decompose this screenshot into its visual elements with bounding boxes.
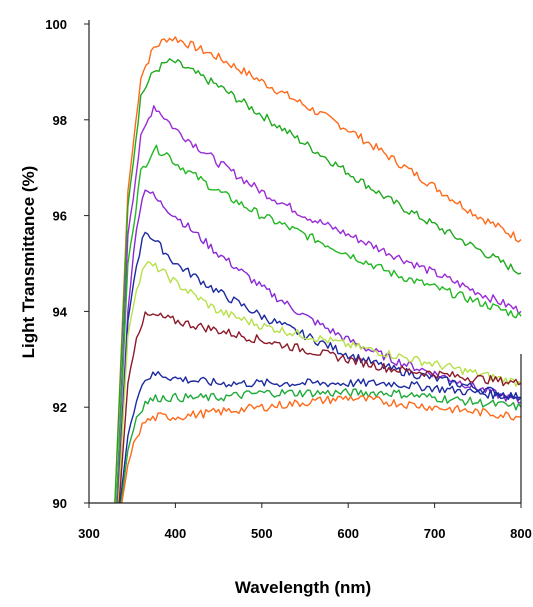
series-line-11 (121, 395, 522, 504)
series-line-9 (119, 371, 522, 504)
y-tick-label-92: 92 (53, 400, 67, 415)
series-line-6 (117, 231, 522, 504)
y-axis-title: Light Transmittance (%) (19, 166, 38, 359)
series-line-10 (120, 388, 522, 504)
y-tick-label-100: 100 (45, 17, 67, 32)
x-tick-label-300: 300 (78, 526, 100, 541)
series-layer (114, 36, 522, 504)
x-tick-label-700: 700 (424, 526, 446, 541)
y-tick-label-96: 96 (53, 209, 67, 224)
series-line-8 (118, 311, 522, 504)
y-tick-label-90: 90 (53, 496, 67, 511)
series-line-2 (114, 58, 522, 504)
x-tick-label-600: 600 (337, 526, 359, 541)
series-line-7 (117, 261, 522, 504)
series-line-1 (114, 36, 522, 504)
series-line-3 (115, 105, 522, 504)
x-tick-label-400: 400 (165, 526, 187, 541)
tick-layer: 300 400 500 600 700 800 90 92 94 96 98 100 (45, 17, 532, 541)
x-tick-label-800: 800 (510, 526, 532, 541)
series-line-5 (116, 189, 522, 504)
x-axis-title: Wavelength (nm) (235, 578, 371, 597)
y-tick-label-98: 98 (53, 113, 67, 128)
y-tick-label-94: 94 (53, 304, 68, 319)
x-tick-label-500: 500 (251, 526, 273, 541)
axes-layer (88, 20, 522, 504)
series-line-4 (115, 144, 522, 504)
